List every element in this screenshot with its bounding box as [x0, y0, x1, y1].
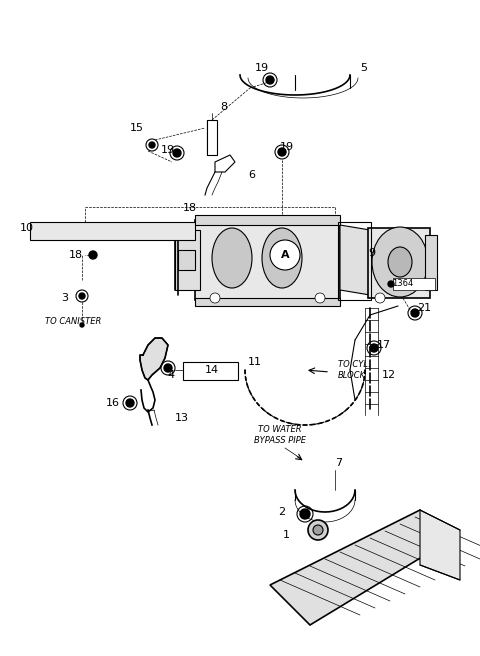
Polygon shape: [207, 120, 217, 155]
Circle shape: [411, 309, 419, 317]
Text: 16: 16: [106, 398, 120, 408]
Polygon shape: [270, 510, 450, 625]
Text: 1: 1: [283, 530, 290, 540]
Circle shape: [266, 76, 274, 84]
Circle shape: [315, 293, 325, 303]
Circle shape: [126, 399, 134, 407]
Ellipse shape: [262, 228, 302, 288]
Text: 10: 10: [20, 223, 34, 233]
Text: 4: 4: [168, 370, 175, 380]
Bar: [30, 222, 195, 240]
Circle shape: [164, 364, 172, 372]
Polygon shape: [140, 338, 168, 380]
Circle shape: [388, 281, 394, 287]
Circle shape: [79, 293, 85, 299]
Circle shape: [308, 520, 328, 540]
Text: 9: 9: [368, 248, 375, 258]
Text: 6: 6: [248, 170, 255, 180]
Text: TO WATER
BYPASS PIPE: TO WATER BYPASS PIPE: [254, 425, 306, 445]
Bar: [425, 235, 437, 290]
Text: 17: 17: [377, 340, 391, 350]
Text: 5: 5: [360, 63, 367, 73]
Polygon shape: [340, 225, 370, 295]
Bar: [183, 362, 238, 380]
Text: 7: 7: [335, 458, 342, 468]
Text: 1364: 1364: [392, 279, 413, 287]
Text: 3: 3: [61, 293, 68, 303]
Text: 21: 21: [417, 303, 431, 313]
Text: 12: 12: [382, 370, 396, 380]
Circle shape: [370, 344, 378, 352]
Text: 14: 14: [205, 365, 219, 375]
Polygon shape: [368, 228, 430, 298]
Polygon shape: [215, 155, 235, 172]
Circle shape: [149, 142, 155, 148]
Polygon shape: [195, 220, 340, 300]
Circle shape: [173, 149, 181, 157]
Text: 11: 11: [248, 357, 262, 367]
Text: 2: 2: [278, 507, 285, 517]
Polygon shape: [175, 230, 200, 290]
Polygon shape: [178, 250, 195, 270]
Ellipse shape: [372, 227, 428, 297]
Text: 19: 19: [161, 145, 175, 155]
Circle shape: [375, 293, 385, 303]
Text: 13: 13: [175, 413, 189, 423]
Circle shape: [313, 525, 323, 535]
Text: 15: 15: [130, 123, 144, 133]
Circle shape: [210, 293, 220, 303]
Circle shape: [80, 323, 84, 327]
Circle shape: [76, 290, 88, 302]
Bar: [195, 215, 340, 225]
Text: TO CANISTER: TO CANISTER: [45, 318, 101, 327]
Text: 18: 18: [69, 250, 83, 260]
Text: 19: 19: [255, 63, 269, 73]
Polygon shape: [420, 510, 460, 580]
Text: 18: 18: [183, 203, 197, 213]
Bar: [338, 222, 371, 300]
Text: 8: 8: [220, 102, 227, 112]
Ellipse shape: [212, 228, 252, 288]
Circle shape: [300, 509, 310, 519]
Text: TO CYL.
BLOCK: TO CYL. BLOCK: [338, 360, 371, 380]
Ellipse shape: [388, 247, 412, 277]
Text: A: A: [281, 250, 289, 260]
Text: 19: 19: [280, 142, 294, 152]
Circle shape: [270, 240, 300, 270]
Bar: [195, 298, 340, 306]
Bar: [393, 278, 435, 290]
Circle shape: [146, 139, 158, 151]
Circle shape: [278, 148, 286, 156]
Circle shape: [89, 251, 97, 259]
